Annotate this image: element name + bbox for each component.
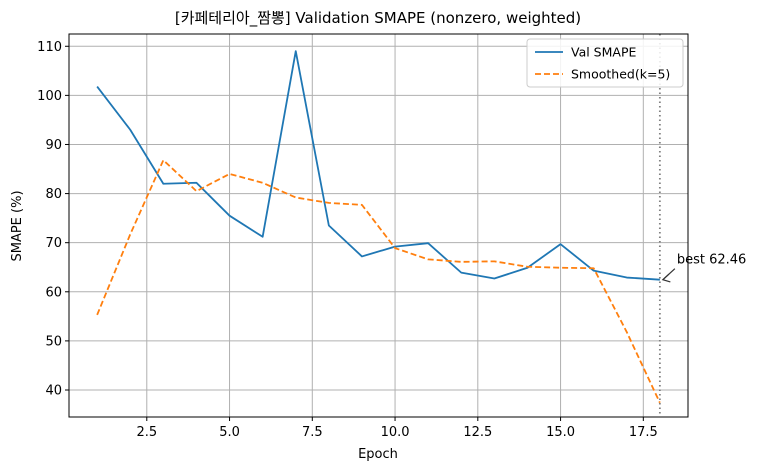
annotation-arrowhead	[661, 273, 671, 283]
y-tick-label: 60	[45, 285, 62, 300]
best-annotation: best 62.46	[661, 253, 746, 283]
y-tick-label: 50	[45, 334, 62, 349]
y-tick-label: 100	[37, 89, 62, 104]
x-tick-label: 15.0	[546, 425, 575, 440]
annotation-text: best 62.46	[677, 253, 746, 268]
series-lines	[96, 50, 661, 404]
series-line-1	[96, 159, 661, 404]
chart-title: [카페테리아_짬뽕] Validation SMAPE (nonzero, we…	[175, 9, 581, 28]
y-tick-label: 40	[45, 383, 62, 398]
legend-label-smoothed: Smoothed(k=5)	[571, 67, 670, 82]
series-line-0	[96, 50, 660, 281]
legend-box	[526, 38, 684, 88]
legend-label-val-smape: Val SMAPE	[571, 45, 636, 60]
y-axis-label: SMAPE (%)	[10, 190, 25, 261]
y-tick-label: 90	[45, 138, 62, 153]
y-tick-label: 110	[37, 40, 62, 55]
plot-frame	[68, 33, 689, 418]
x-tick-label: 5.0	[219, 425, 240, 440]
x-axis-ticks: 2.5 5.0 7.5 10.0 12.5 15.0 17.5	[136, 417, 658, 440]
x-tick-label: 12.5	[463, 425, 492, 440]
grid	[69, 34, 688, 417]
x-tick-label: 7.5	[302, 425, 323, 440]
y-tick-label: 80	[45, 187, 62, 202]
x-tick-label: 2.5	[136, 425, 157, 440]
x-tick-label: 17.5	[629, 425, 658, 440]
x-tick-label: 10.0	[381, 425, 410, 440]
y-axis-ticks: 40 50 60 70 80 90 100 110	[37, 40, 69, 398]
y-tick-label: 70	[45, 236, 62, 251]
legend: Val SMAPE Smoothed(k=5)	[526, 38, 684, 88]
x-axis-label: Epoch	[358, 447, 398, 462]
